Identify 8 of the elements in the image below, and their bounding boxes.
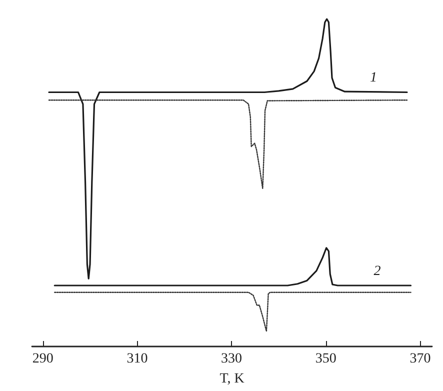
x-tick-label: 290 [32, 352, 54, 366]
x-tick-label: 370 [410, 352, 431, 366]
series-label: 1 [370, 70, 377, 86]
x-tick-label: 330 [221, 352, 242, 366]
x-tick-label: 350 [315, 352, 336, 366]
series-label: 2 [374, 264, 381, 280]
x-tick-label: 310 [126, 352, 148, 366]
x-axis-title: T, K [220, 372, 244, 386]
